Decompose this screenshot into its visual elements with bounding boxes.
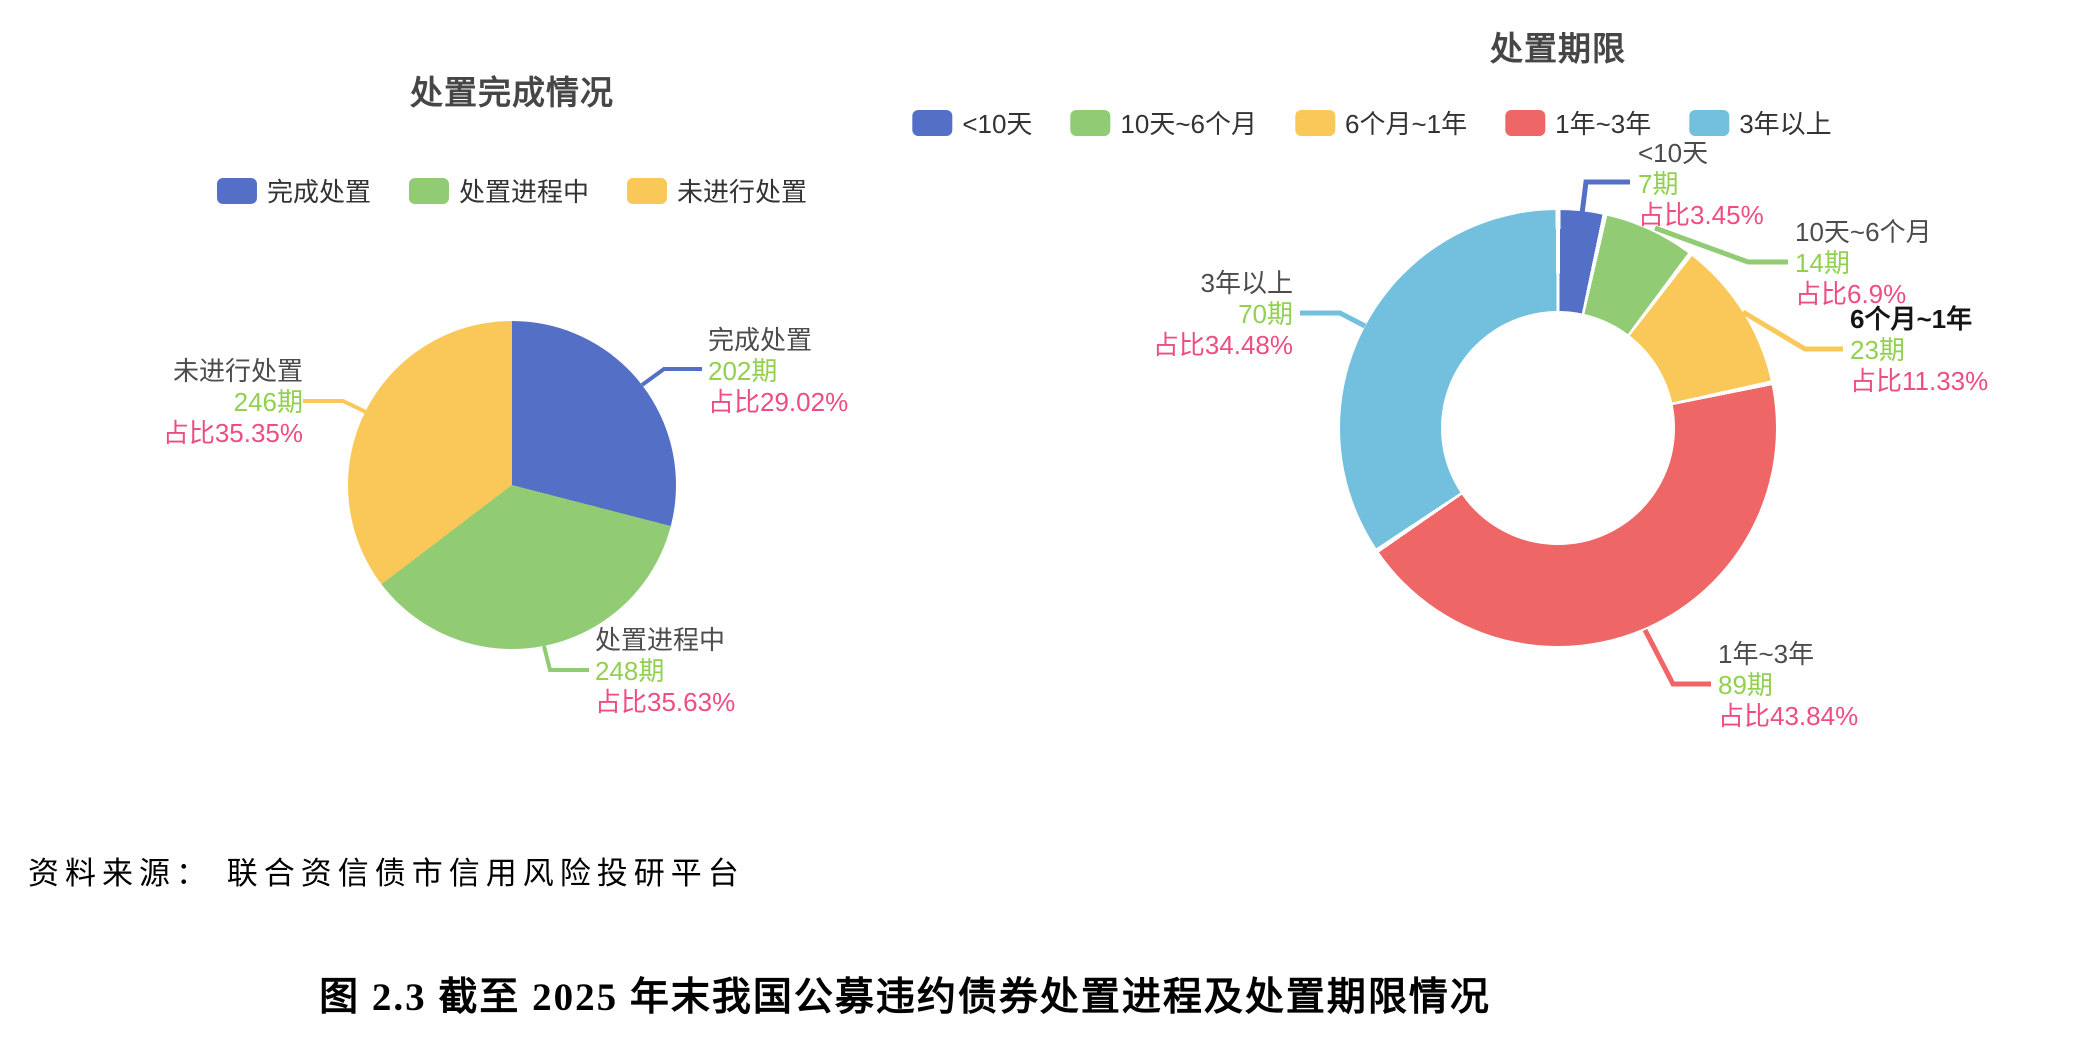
- callout-name: 处置进程中: [595, 625, 726, 655]
- legend-swatch-cyan: [1689, 109, 1730, 136]
- callout-6m-1y: 6个月~1年 23期 占比11.33%: [1850, 304, 1988, 397]
- callout-name: 1年~3年: [1718, 639, 1815, 669]
- legend-label: <10天: [962, 109, 1033, 139]
- legend-label: 未进行处置: [677, 177, 808, 207]
- left-chart-title: 处置完成情况: [410, 74, 614, 111]
- callout-name: 完成处置: [708, 325, 813, 355]
- callout-1y-3y: 1年~3年 89期 占比43.84%: [1718, 639, 1858, 732]
- callout-not-started: 未进行处置 246期 占比35.35%: [163, 356, 303, 449]
- legend-item-in-progress[interactable]: 处置进程中: [408, 172, 590, 209]
- callout-in-progress: 处置进程中 248期 占比35.63%: [595, 625, 735, 718]
- callout-10d-6m: 10天~6个月 14期 占比6.9%: [1795, 217, 1932, 310]
- legend-item-6m-1y[interactable]: 6个月~1年: [1295, 104, 1467, 141]
- legend-label: 处置进程中: [458, 177, 590, 207]
- legend-label: 3年以上: [1739, 109, 1832, 139]
- callout-completed: 完成处置 202期 占比29.02%: [708, 325, 848, 418]
- right-chart-title: 处置期限: [1490, 30, 1626, 67]
- legend-item-10d-6m[interactable]: 10天~6个月: [1070, 104, 1257, 141]
- callout-percent: 占比11.33%: [1850, 366, 1989, 396]
- legend-swatch-blue: [912, 109, 953, 136]
- callout-value: 89期: [1718, 670, 1773, 700]
- callout-value: 202期: [708, 356, 778, 386]
- legend-item-1y-3y[interactable]: 1年~3年: [1505, 104, 1651, 141]
- callout-percent: 占比34.48%: [1152, 330, 1293, 360]
- callout-name: 6个月~1年: [1850, 304, 1973, 334]
- legend-label: 6个月~1年: [1345, 109, 1468, 139]
- legend-swatch-yellow: [627, 177, 668, 204]
- callout-name: 未进行处置: [172, 356, 303, 386]
- legend-label: 完成处置: [266, 177, 371, 207]
- callout-name: 10天~6个月: [1795, 217, 1932, 247]
- callout-value: 246期: [233, 387, 303, 417]
- legend-label: 10天~6个月: [1120, 109, 1257, 139]
- source-note: 资料来源： 联合资信债市信用风险投研平台: [28, 856, 745, 891]
- callout-gt-3y: 3年以上 70期 占比34.48%: [1153, 268, 1293, 361]
- legend-swatch-yellow: [1295, 109, 1335, 136]
- legend-swatch-blue: [216, 177, 257, 204]
- callout-lt-10-days: <10天 7期 占比3.45%: [1638, 138, 1764, 231]
- callout-value: 14期: [1795, 248, 1850, 278]
- callout-value: 7期: [1638, 169, 1679, 199]
- callout-name: 3年以上: [1200, 268, 1293, 298]
- legend-item-completed[interactable]: 完成处置: [216, 172, 371, 209]
- callout-value: 248期: [595, 656, 665, 686]
- legend-item-not-started[interactable]: 未进行处置: [627, 172, 807, 209]
- left-chart-legend: 完成处置 处置进程中 未进行处置: [216, 172, 807, 209]
- donut-disposal-duration[interactable]: [1340, 210, 1776, 646]
- callout-percent: 占比35.35%: [162, 418, 303, 448]
- right-chart-legend: <10天 10天~6个月 6个月~1年 1年~3年 3年以上: [912, 104, 1832, 141]
- donut-hole: [1441, 311, 1675, 545]
- legend-swatch-green: [408, 177, 449, 204]
- callout-percent: 占比35.63%: [595, 687, 736, 717]
- legend-item-gt-3y[interactable]: 3年以上: [1689, 104, 1832, 141]
- callout-percent: 占比6.9%: [1795, 279, 1907, 309]
- legend-item-lt-10-days[interactable]: <10天: [912, 104, 1032, 141]
- legend-swatch-green: [1070, 109, 1111, 136]
- legend-swatch-red: [1505, 109, 1546, 136]
- callout-value: 70期: [1238, 299, 1293, 329]
- legend-label: 1年~3年: [1555, 109, 1652, 139]
- callout-name: <10天: [1638, 138, 1709, 168]
- callout-percent: 占比3.45%: [1638, 200, 1764, 230]
- callout-percent: 占比43.84%: [1718, 701, 1859, 731]
- callout-percent: 占比29.02%: [708, 387, 849, 417]
- pie-disposal-status[interactable]: [348, 321, 676, 649]
- callout-value: 23期: [1850, 335, 1905, 365]
- figure-caption: 图 2.3 截至 2025 年末我国公募违约债券处置进程及处置期限情况: [319, 976, 1491, 1019]
